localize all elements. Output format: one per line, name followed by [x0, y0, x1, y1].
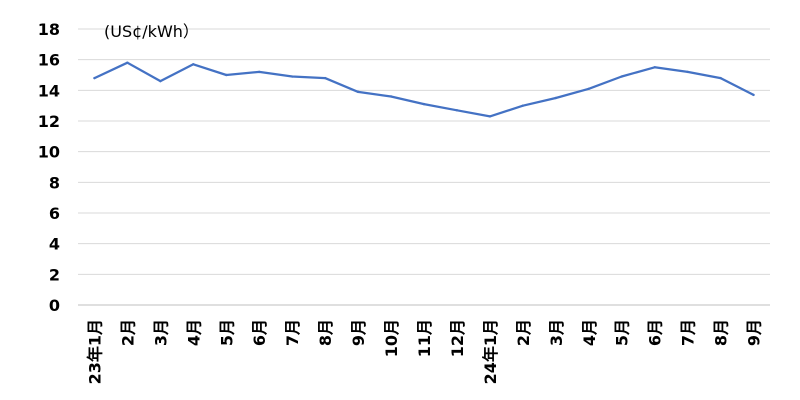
data-point: [356, 90, 360, 94]
y-tick-label: 8: [49, 173, 60, 192]
series-layer: [93, 61, 755, 118]
x-tick-label: 4月: [580, 319, 599, 346]
data-point: [258, 70, 261, 74]
data-point: [422, 102, 426, 106]
data-point: [192, 63, 195, 66]
data-point: [290, 75, 294, 78]
x-tick-label: 11月: [415, 319, 434, 357]
y-tick-label: 18: [38, 20, 60, 39]
data-point: [752, 93, 755, 97]
x-tick-label: 3月: [151, 319, 170, 346]
data-point: [455, 109, 459, 112]
data-point: [719, 76, 722, 80]
data-point: [653, 66, 656, 69]
series-line: [93, 61, 755, 118]
y-tick-label: 10: [38, 143, 60, 162]
x-tick-label: 8月: [712, 319, 731, 346]
x-tick-label: 9月: [349, 319, 368, 346]
x-tick-label: 5月: [613, 319, 632, 346]
data-point: [126, 61, 129, 64]
x-tick-label: 4月: [184, 319, 203, 346]
data-point: [620, 75, 623, 78]
data-point: [521, 104, 525, 107]
x-axis: 23年1月 2月 3月 4月 5月 6月 7月 8月 9月 10月 11月 12月 24年1月 2月 3月 4…: [85, 319, 763, 384]
data-point: [488, 115, 492, 118]
y-tick-label: 2: [49, 265, 60, 284]
x-tick-label: 2月: [118, 319, 137, 346]
x-tick-label: 12月: [448, 319, 467, 357]
gridlines: [78, 28, 770, 306]
x-tick-label: 24年1月: [481, 319, 500, 384]
x-tick-label: 23年1月: [85, 319, 104, 384]
data-point: [554, 96, 558, 100]
data-point: [93, 76, 96, 80]
x-tick-label: 2月: [514, 319, 533, 346]
y-tick-label: 16: [38, 51, 60, 70]
y-tick-label: 6: [49, 204, 60, 223]
data-point: [686, 70, 689, 74]
data-point: [389, 95, 393, 98]
unit-label: (US¢/kWh）: [104, 22, 199, 41]
x-tick-label: 7月: [679, 319, 698, 346]
data-point: [225, 73, 228, 77]
x-tick-label: 6月: [250, 319, 269, 346]
x-tick-label: 10月: [382, 319, 401, 357]
data-point: [159, 79, 162, 83]
y-tick-label: 4: [49, 235, 60, 254]
data-point: [587, 87, 590, 91]
x-tick-label: 9月: [745, 319, 764, 346]
x-tick-label: 6月: [646, 319, 665, 346]
y-tick-label: 14: [38, 81, 60, 100]
y-tick-label: 0: [49, 296, 60, 315]
x-tick-label: 5月: [217, 319, 236, 346]
x-tick-label: 3月: [547, 319, 566, 346]
x-tick-label: 8月: [316, 319, 335, 346]
y-axis: 0 2 4 6 8 10 12 14 16 18: [38, 20, 60, 315]
data-point: [323, 76, 327, 80]
y-tick-label: 12: [38, 112, 60, 131]
x-tick-label: 7月: [283, 319, 302, 346]
